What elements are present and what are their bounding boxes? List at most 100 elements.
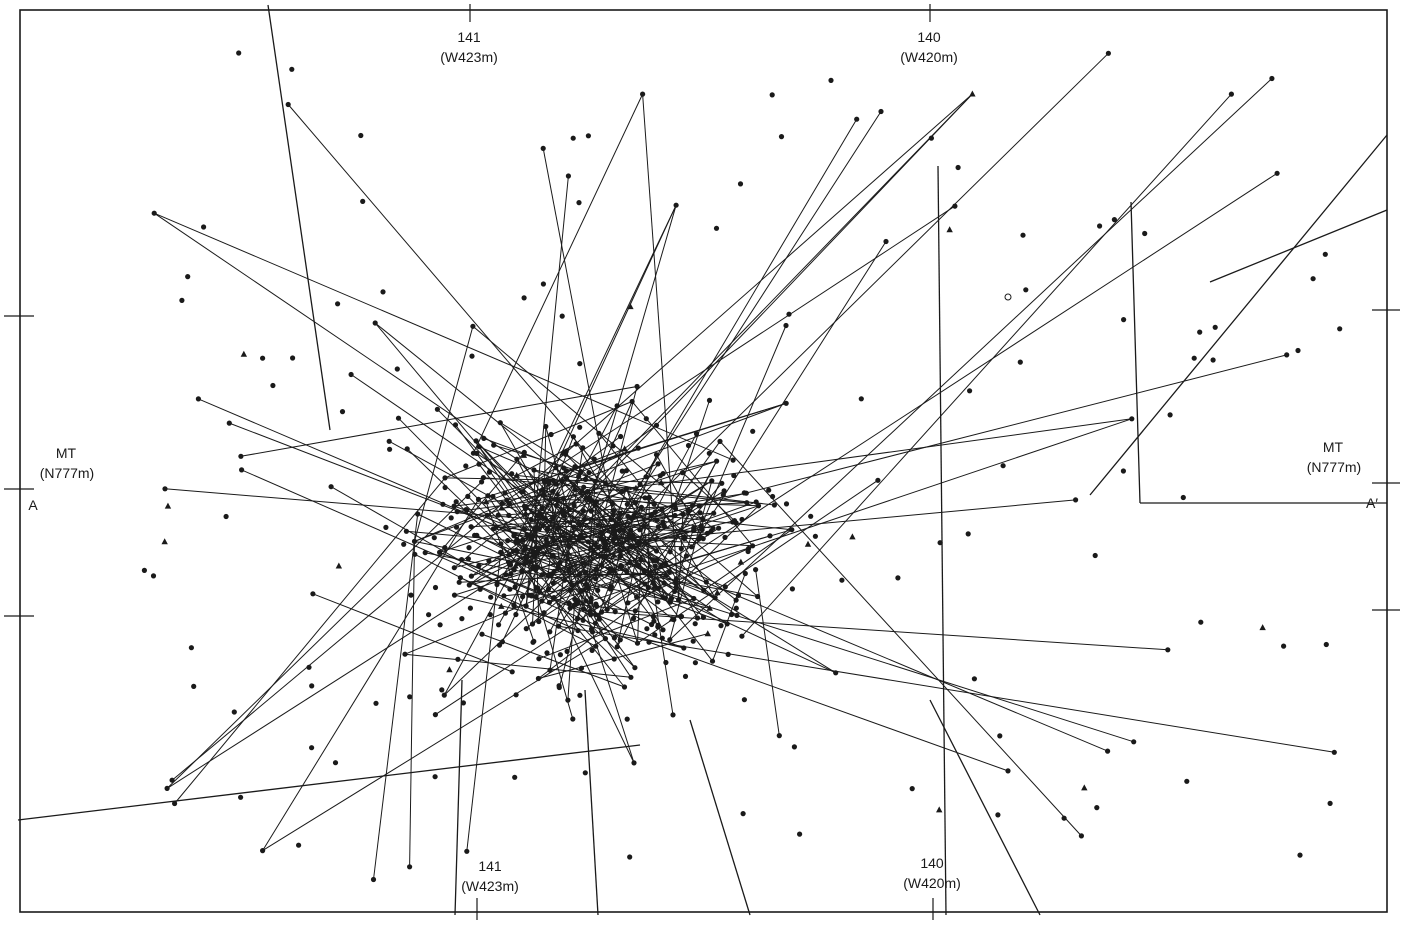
circle-point (967, 388, 973, 394)
refit-line (549, 447, 584, 671)
circle-point (465, 493, 471, 499)
circle-point (442, 545, 448, 551)
circle-point (309, 745, 315, 751)
circle-point (750, 543, 756, 549)
circle-point (878, 108, 884, 115)
circle-point (513, 611, 519, 618)
circle-point (598, 530, 604, 536)
circle-point (667, 549, 673, 555)
circle-point (678, 613, 685, 620)
circle-point (634, 594, 640, 600)
circle-point (753, 567, 759, 573)
triangle-point (335, 562, 343, 569)
circle-point (488, 594, 494, 600)
circle-point (683, 553, 690, 559)
circle-point (557, 560, 563, 566)
refit-line (454, 594, 684, 649)
refit-line (538, 633, 708, 679)
circle-point (1094, 805, 1100, 811)
circle-point (507, 561, 513, 567)
bottom-left-grid-coord: (W423m) (461, 878, 519, 894)
circle-point (226, 420, 232, 426)
circle-point (581, 606, 587, 612)
circle-point (563, 448, 569, 454)
circle-point (370, 876, 377, 883)
circle-point (550, 477, 556, 484)
circle-point (476, 461, 482, 467)
circle-point (755, 593, 761, 600)
circle-point (614, 644, 620, 650)
refit-line (567, 599, 576, 701)
circle-point (1295, 347, 1301, 354)
circle-point (883, 238, 889, 245)
circle-point (486, 558, 492, 564)
circle-point (437, 622, 443, 628)
circle-point (309, 683, 315, 689)
circle-point (566, 506, 573, 512)
circle-point (476, 444, 482, 450)
circle-point (502, 610, 508, 616)
circle-point (185, 274, 191, 280)
circle-point (610, 443, 616, 449)
circle-point (611, 527, 617, 533)
circle-point (541, 610, 547, 616)
circle-point (547, 629, 553, 635)
circle-point (521, 449, 527, 455)
circle-point (630, 615, 637, 622)
circle-point (678, 546, 684, 552)
circle-point (466, 582, 472, 588)
circle-point (1281, 643, 1287, 649)
refit-line (171, 499, 508, 781)
refit-line (467, 496, 549, 576)
triangle-point (632, 484, 640, 491)
circle-point (828, 77, 834, 83)
circle-point (529, 593, 535, 599)
refit-line (262, 638, 606, 852)
circle-point (611, 635, 618, 641)
circle-point (995, 812, 1001, 818)
refit-line (439, 460, 717, 553)
refit-line (719, 441, 1082, 837)
refit-line (478, 446, 665, 527)
triangle-point (704, 630, 711, 637)
circle-point (593, 566, 599, 572)
right-upper-long-line (1089, 134, 1388, 496)
refit-line (474, 534, 611, 590)
circle-point (692, 660, 699, 666)
circle-point (653, 452, 660, 458)
circle-point (1212, 324, 1218, 330)
triangle-point (498, 504, 505, 511)
circle-point (566, 600, 572, 607)
circle-point (505, 538, 511, 544)
circle-point (595, 522, 601, 528)
circle-point (570, 135, 576, 141)
circle-point (648, 512, 654, 518)
circle-point (499, 500, 505, 506)
refit-line (515, 204, 677, 542)
refit-line (553, 597, 635, 764)
refit-line (604, 118, 858, 544)
circle-point (997, 733, 1003, 739)
circle-point (632, 500, 639, 506)
refit-line (478, 463, 559, 568)
circle-point (536, 526, 542, 532)
refit-line (515, 93, 973, 567)
circle-point (536, 618, 542, 625)
circle-point (296, 842, 302, 848)
circle-point (854, 116, 860, 122)
circle-point (456, 579, 462, 585)
circle-point (534, 549, 540, 555)
circle-point (672, 512, 678, 519)
refit-line (606, 172, 1278, 610)
circle-point (769, 92, 775, 98)
circle-point (635, 562, 641, 568)
circle-point (955, 164, 961, 171)
circle-point (453, 524, 460, 530)
circle-point (654, 517, 660, 523)
circle-point (432, 584, 439, 591)
circle-point (833, 670, 839, 676)
circle-point (663, 659, 669, 666)
circle-point (1097, 223, 1103, 229)
triangle-point (513, 471, 520, 478)
circle-point (1142, 230, 1148, 237)
